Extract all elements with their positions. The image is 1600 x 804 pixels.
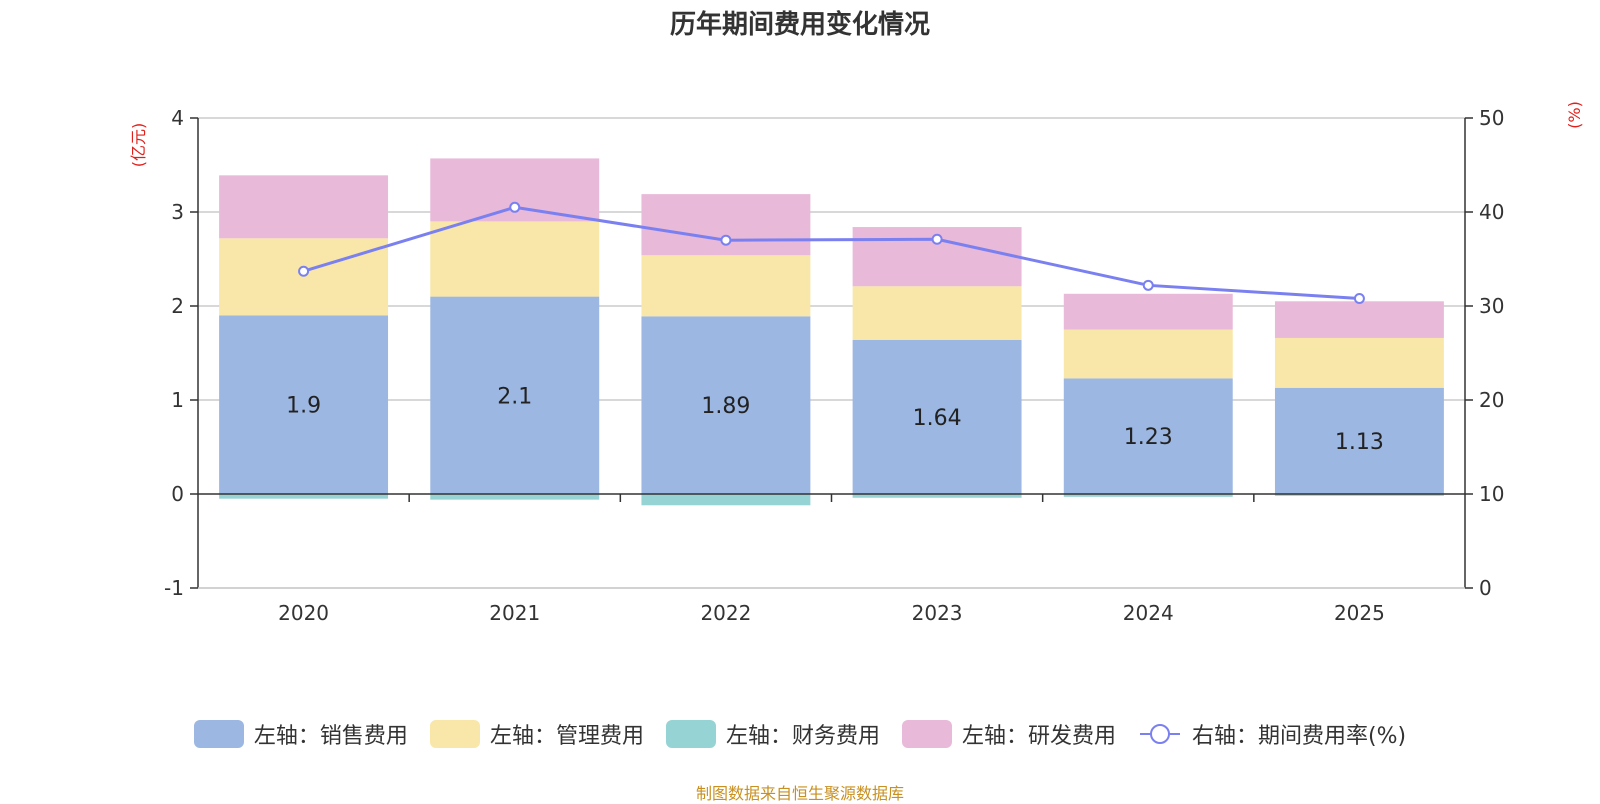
legend-item[interactable]: 左轴：财务费用 — [665, 718, 880, 750]
bar-data-label: 1.23 — [1124, 425, 1173, 450]
bar-segment — [1274, 494, 1444, 496]
bar-segment — [1274, 387, 1444, 494]
bar-segment — [641, 194, 811, 256]
bar-segment — [641, 316, 811, 494]
bar-segment — [852, 494, 1022, 498]
right-axis-tick-label: 40 — [1479, 200, 1504, 224]
bar-segment — [641, 255, 811, 317]
bar-segment — [1274, 301, 1444, 338]
legend-label: 左轴：研发费用 — [961, 724, 1116, 749]
left-axis-tick-label: 0 — [171, 482, 184, 506]
bar-segment — [219, 494, 389, 499]
legend-swatch — [901, 720, 952, 748]
bar-data-label: 1.13 — [1335, 430, 1384, 455]
legend: 左轴：销售费用 左轴：管理费用 左轴：财务费用 左轴：研发费用 右轴：期间费用率(%) — [0, 718, 1600, 750]
bar-data-label: 1.64 — [913, 406, 962, 431]
left-axis-tick-label: 3 — [171, 200, 184, 224]
bar-segment — [852, 286, 1022, 340]
bar-segment — [219, 238, 389, 316]
left-axis-unit-label: (亿元) — [129, 123, 148, 168]
right-axis-tick-label: 30 — [1479, 294, 1504, 318]
x-axis-tick-label: 2021 — [489, 601, 540, 625]
legend-line-swatch — [1139, 724, 1180, 744]
legend-item[interactable]: 左轴：销售费用 — [193, 718, 408, 750]
rate-line-point — [298, 265, 310, 277]
bar-segment — [852, 339, 1022, 494]
legend-item[interactable]: 左轴：管理费用 — [429, 718, 644, 750]
legend-label: 右轴：期间费用率(%) — [1191, 724, 1407, 749]
bar-segment — [430, 296, 600, 494]
bar-segment — [430, 221, 600, 297]
chart-title: 历年期间费用变化情况 — [669, 10, 930, 40]
legend-item[interactable]: 左轴：研发费用 — [901, 718, 1116, 750]
right-axis-tick-label: 0 — [1479, 576, 1492, 600]
bar-segment — [1063, 378, 1233, 494]
bar-segment — [1274, 337, 1444, 388]
right-axis-tick-label: 10 — [1479, 482, 1504, 506]
right-axis-tick-label: 20 — [1479, 388, 1504, 412]
left-axis-tick-label: 2 — [171, 294, 184, 318]
left-axis-tick-label: -1 — [164, 576, 184, 600]
x-axis-tick-label: 2025 — [1334, 601, 1385, 625]
bar-data-label: 1.9 — [286, 394, 321, 419]
bar-data-label: 1.89 — [701, 394, 750, 419]
right-axis-unit-label: (%) — [1565, 101, 1584, 129]
legend-label: 左轴：财务费用 — [725, 724, 880, 749]
legend-swatch — [193, 720, 244, 748]
x-axis-tick-label: 2022 — [700, 601, 751, 625]
legend-label: 左轴：销售费用 — [253, 724, 408, 749]
bar-segment — [1063, 293, 1233, 330]
x-axis-tick-label: 2020 — [278, 601, 329, 625]
bar-segment — [641, 494, 811, 506]
legend-item[interactable]: 右轴：期间费用率(%) — [1138, 718, 1406, 750]
bar-segment — [219, 175, 389, 239]
bar-segment — [1063, 329, 1233, 379]
bar-segment — [430, 494, 600, 500]
bar-segment — [219, 315, 389, 494]
bar-data-label: 2.1 — [497, 384, 532, 409]
x-axis-tick-label: 2024 — [1123, 601, 1174, 625]
left-axis-tick-label: 1 — [171, 388, 184, 412]
left-axis-tick-label: 4 — [171, 106, 184, 130]
x-axis-tick-label: 2023 — [912, 601, 963, 625]
bar-segment — [1063, 494, 1233, 497]
legend-swatch — [665, 720, 716, 748]
right-axis-tick-label: 50 — [1479, 106, 1504, 130]
rate-line — [303, 205, 1360, 300]
rate-line-point — [1353, 292, 1365, 304]
rate-line-point — [720, 234, 732, 246]
legend-label: 左轴：管理费用 — [489, 724, 644, 749]
rate-line-point — [1142, 279, 1154, 291]
source-note: 制图数据来自恒生聚源数据库 — [695, 784, 904, 803]
rate-line-point — [931, 233, 943, 245]
legend-swatch — [429, 720, 480, 748]
rate-line-point — [509, 201, 521, 213]
